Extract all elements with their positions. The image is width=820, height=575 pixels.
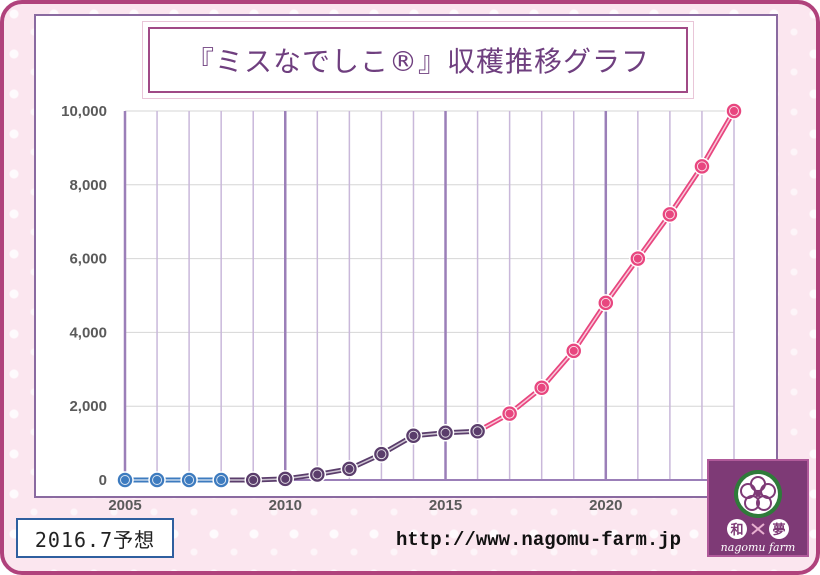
data-point bbox=[244, 471, 262, 489]
data-point-ring bbox=[664, 209, 675, 220]
x-tick-label: 2010 bbox=[269, 497, 302, 514]
data-point-ring bbox=[312, 469, 323, 480]
data-point-ring bbox=[152, 475, 163, 485]
data-point bbox=[372, 445, 391, 463]
data-point bbox=[725, 102, 743, 120]
data-point-ring bbox=[344, 463, 355, 474]
chart-title-box: 『ミスなでしこ®』収穫推移グラフ bbox=[148, 27, 688, 93]
y-tick-label: 6,000 bbox=[69, 251, 107, 268]
data-point-ring bbox=[504, 408, 515, 419]
data-point bbox=[629, 249, 647, 268]
data-point bbox=[661, 205, 679, 224]
x-tick-label: 2005 bbox=[108, 497, 141, 514]
data-point-ring bbox=[184, 475, 195, 485]
website-url[interactable]: http://www.nagomu-farm.jp bbox=[396, 529, 682, 551]
data-point bbox=[532, 379, 551, 397]
data-point bbox=[436, 424, 455, 442]
data-point bbox=[148, 471, 166, 489]
plot-panel bbox=[34, 14, 778, 498]
y-tick-label: 8,000 bbox=[69, 177, 107, 194]
data-point-ring bbox=[248, 475, 259, 485]
data-point-ring bbox=[280, 473, 291, 484]
forecast-note-box: 2016.7予想 bbox=[16, 518, 174, 558]
data-point bbox=[500, 404, 519, 423]
data-point bbox=[180, 471, 198, 489]
chart-title: 『ミスなでしこ®』収穫推移グラフ bbox=[185, 45, 650, 78]
y-tick-label: 10,000 bbox=[61, 103, 107, 120]
x-tick-label: 2015 bbox=[429, 497, 462, 514]
data-point-ring bbox=[729, 106, 739, 116]
data-point bbox=[340, 460, 359, 478]
logo-text: nagomu farm bbox=[720, 541, 796, 554]
data-point-ring bbox=[472, 426, 483, 437]
data-point-ring bbox=[632, 253, 643, 264]
y-tick-label: 2,000 bbox=[69, 398, 107, 415]
data-point bbox=[597, 294, 615, 312]
y-tick-label: 4,000 bbox=[69, 324, 107, 341]
data-point-ring bbox=[568, 345, 579, 356]
data-point bbox=[308, 465, 327, 484]
logo-kanji-right: 夢 bbox=[772, 522, 785, 538]
data-point-ring bbox=[696, 161, 707, 172]
y-tick-label: 0 bbox=[99, 472, 107, 489]
nagomu-farm-logo: 和 夢 nagomu farm bbox=[707, 459, 809, 557]
data-point-ring bbox=[120, 475, 130, 485]
data-point-ring bbox=[600, 297, 611, 308]
data-point bbox=[404, 426, 423, 445]
forecast-note: 2016.7予想 bbox=[34, 527, 156, 552]
data-point-ring bbox=[536, 382, 547, 393]
data-point bbox=[116, 471, 134, 489]
data-point bbox=[564, 342, 583, 360]
data-point-ring bbox=[408, 430, 419, 441]
data-point bbox=[693, 157, 711, 176]
data-point-ring bbox=[440, 427, 451, 438]
x-tick-label: 2020 bbox=[589, 497, 622, 514]
data-point-ring bbox=[376, 449, 387, 460]
data-point-ring bbox=[216, 475, 227, 485]
data-point bbox=[212, 471, 230, 489]
data-point bbox=[468, 422, 487, 441]
data-point bbox=[276, 470, 295, 488]
flower-logo-icon: 和 夢 bbox=[727, 470, 789, 539]
logo-kanji-left: 和 bbox=[730, 522, 743, 538]
